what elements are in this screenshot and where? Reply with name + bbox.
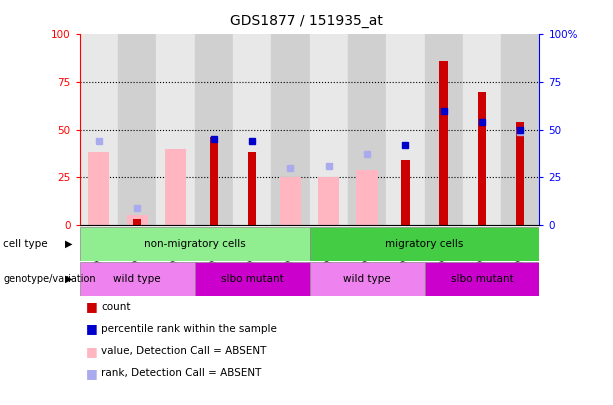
Text: ■: ■	[86, 300, 97, 313]
Text: migratory cells: migratory cells	[386, 239, 463, 249]
Bar	[156, 34, 195, 225]
Text: count: count	[101, 302, 131, 311]
Text: ■: ■	[86, 345, 97, 358]
Bar	[233, 34, 271, 225]
Text: ▶: ▶	[65, 274, 72, 284]
Bar	[357, 170, 378, 225]
Bar	[80, 262, 195, 296]
Text: ▶: ▶	[65, 239, 72, 249]
Bar	[318, 177, 339, 225]
Bar	[195, 262, 310, 296]
Text: percentile rank within the sample: percentile rank within the sample	[101, 324, 277, 334]
Bar	[478, 92, 486, 225]
Text: GDS1877 / 151935_at: GDS1877 / 151935_at	[230, 14, 383, 28]
Bar	[195, 34, 233, 225]
Bar	[401, 160, 409, 225]
Bar	[118, 34, 156, 225]
Bar	[310, 34, 348, 225]
Bar	[80, 227, 310, 261]
Bar	[88, 152, 109, 225]
Bar	[165, 149, 186, 225]
Bar	[210, 137, 218, 225]
Bar	[280, 177, 301, 225]
Bar	[80, 34, 118, 225]
Bar	[424, 262, 539, 296]
Bar	[424, 34, 463, 225]
Text: rank, Detection Call = ABSENT: rank, Detection Call = ABSENT	[101, 369, 262, 378]
Bar	[127, 215, 148, 225]
Text: value, Detection Call = ABSENT: value, Detection Call = ABSENT	[101, 346, 267, 356]
Text: slbo mutant: slbo mutant	[221, 274, 283, 284]
Bar	[310, 262, 424, 296]
Bar	[463, 34, 501, 225]
Text: wild type: wild type	[343, 274, 391, 284]
Text: ■: ■	[86, 322, 97, 335]
Text: genotype/variation: genotype/variation	[3, 274, 96, 284]
Text: slbo mutant: slbo mutant	[451, 274, 513, 284]
Text: wild type: wild type	[113, 274, 161, 284]
Bar	[248, 152, 256, 225]
Bar	[271, 34, 310, 225]
Bar	[516, 122, 525, 225]
Bar	[501, 34, 539, 225]
Text: ■: ■	[86, 367, 97, 380]
Bar	[348, 34, 386, 225]
Bar	[440, 61, 448, 225]
Bar	[133, 219, 142, 225]
Bar	[310, 227, 539, 261]
Text: non-migratory cells: non-migratory cells	[144, 239, 245, 249]
Bar	[386, 34, 424, 225]
Text: cell type: cell type	[3, 239, 48, 249]
